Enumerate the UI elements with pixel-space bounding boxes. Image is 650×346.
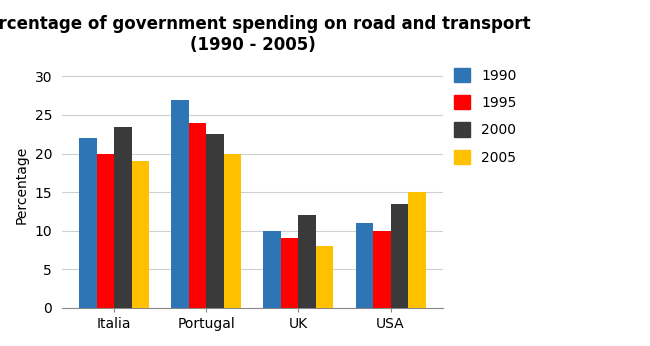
Bar <box>79 138 97 308</box>
Title: Percentage of government spending on road and transport
(1990 - 2005): Percentage of government spending on roa… <box>0 15 530 54</box>
Bar <box>224 154 241 308</box>
Bar <box>408 192 426 308</box>
Bar <box>373 231 391 308</box>
Bar <box>298 215 316 308</box>
Bar <box>263 231 281 308</box>
Bar <box>391 204 408 308</box>
Bar <box>97 154 114 308</box>
Bar <box>189 123 206 308</box>
Legend: 1990, 1995, 2000, 2005: 1990, 1995, 2000, 2005 <box>454 68 517 165</box>
Bar <box>132 161 150 308</box>
Bar <box>356 223 373 308</box>
Bar <box>316 246 333 308</box>
Bar <box>281 238 298 308</box>
Bar <box>172 100 189 308</box>
Bar <box>206 134 224 308</box>
Bar <box>114 127 132 308</box>
Y-axis label: Percentage: Percentage <box>15 145 29 224</box>
